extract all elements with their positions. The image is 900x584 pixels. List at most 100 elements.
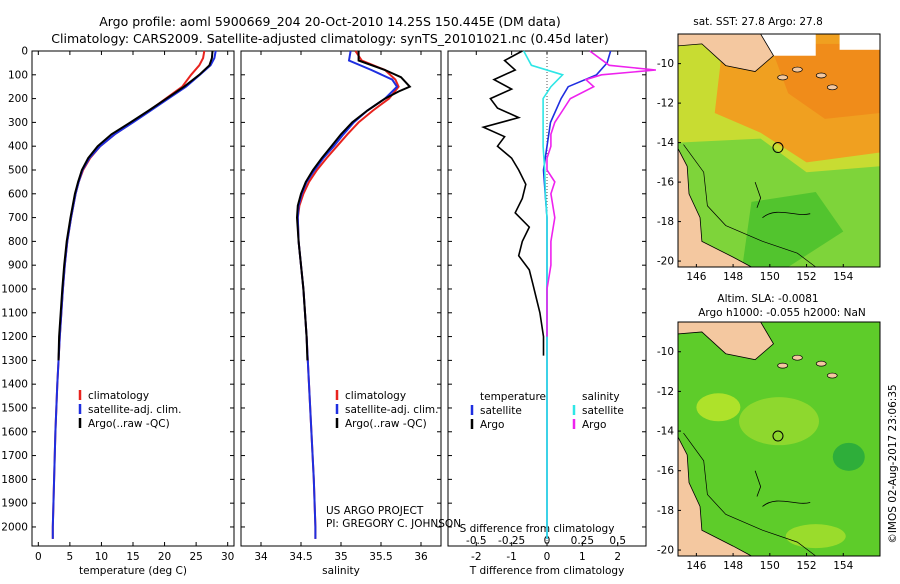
y-tick-label: 200 (8, 93, 28, 105)
difference-panel: -2 -1 0 1 2 T difference from climatology -0.5… (447, 50, 656, 577)
map-x-tick-label: 152 (797, 271, 817, 283)
map-y-tick-label: -10 (657, 346, 674, 358)
x-top-tick-label: -0.25 (498, 535, 525, 547)
x-tick-label: -1 (506, 551, 516, 563)
map-y-tick-label: -14 (657, 426, 674, 438)
high-sla-patch (785, 524, 846, 549)
y-tick-label: 500 (8, 164, 28, 176)
plot-frame (240, 50, 442, 547)
island (777, 362, 789, 369)
map-x-tick-label: 154 (833, 560, 853, 572)
x-tick-label: 36 (414, 551, 428, 563)
x-tick-label: -2 (471, 551, 481, 563)
island (777, 74, 789, 81)
argo-location-marker (772, 142, 784, 154)
island (826, 372, 838, 379)
x-axis-label: T difference from climatology (469, 565, 625, 577)
y-tick-label: 100 (8, 69, 28, 81)
series-line-2 (481, 50, 545, 356)
legend-label: climatology (345, 390, 406, 402)
y-tick-label: 1300 (1, 355, 28, 367)
x-axis-label: salinity (322, 565, 360, 577)
series-line-4 (546, 50, 656, 337)
project-credit: US ARGO PROJECT (326, 505, 424, 517)
series-line-3 (57, 50, 214, 361)
reef-contour (762, 500, 811, 507)
map-y-tick-label: -18 (657, 216, 674, 228)
x-top-axis-label: S difference from climatology (460, 523, 615, 535)
x-tick-label: 35.5 (369, 551, 392, 563)
map-x-tick-label: 150 (760, 560, 780, 572)
x-tick-label: 20 (158, 551, 171, 563)
legend-label: satellite (480, 405, 522, 417)
map-y-tick-label: -14 (657, 137, 674, 149)
imos-stamp: ©IMOS 02-Aug-2017 23:06:35 (887, 384, 899, 543)
y-tick-label: 900 (8, 260, 28, 272)
figure-title-line2: Climatology: CARS2009. Satellite-adjuste… (51, 31, 608, 46)
island (815, 72, 827, 79)
new-guinea-land (677, 33, 775, 72)
plot-frame (31, 50, 235, 547)
map-y-tick-label: -10 (657, 58, 674, 70)
legend-label: Argo (582, 419, 606, 431)
map-y-tick-label: -12 (657, 386, 674, 398)
y-tick-label: 2000 (1, 521, 28, 533)
y-tick-label: 600 (8, 188, 28, 200)
x-tick-label: 34.5 (289, 551, 312, 563)
legend-label: satellite-adj. clim. (88, 404, 181, 416)
sla-map-title-line2: Argo h1000: -0.055 h2000: NaN (698, 307, 866, 319)
legend-label: Argo (480, 419, 504, 431)
reef-contour (754, 181, 762, 208)
low-sla-patch (832, 442, 865, 471)
map-y-tick-label: -20 (657, 545, 674, 557)
map-x-tick-label: 148 (723, 560, 743, 572)
map-x-tick-label: 146 (686, 271, 706, 283)
map-x-tick-label: 150 (760, 271, 780, 283)
high-sla-patch (696, 393, 741, 422)
x-top-tick-label: -0.5 (466, 535, 487, 547)
legend-label: Argo(..raw -QC) (88, 418, 170, 430)
island (815, 360, 827, 367)
x-tick-label: 35 (334, 551, 347, 563)
island (792, 66, 803, 73)
legend-title-salinity: salinity (582, 391, 620, 403)
y-tick-label: 1600 (1, 426, 28, 438)
x-tick-label: 1 (579, 551, 586, 563)
reef-contour (762, 211, 811, 218)
y-tick-label: 1000 (1, 283, 28, 295)
x-top-tick-label: 0.25 (571, 535, 594, 547)
map-y-tick-label: -12 (657, 98, 674, 110)
warmest-sst-patch (769, 43, 880, 119)
series-line-3 (295, 51, 412, 361)
y-tick-label: 1400 (1, 379, 28, 391)
y-tick-label: 1900 (1, 498, 28, 510)
legend-label: satellite-adj. clim. (345, 404, 438, 416)
x-top-tick-label: 0.5 (609, 535, 626, 547)
map-frame (677, 321, 881, 557)
legend-label: climatology (88, 390, 149, 402)
y-tick-label: 800 (8, 236, 28, 248)
salinity-panel: 34 34.5 35 35.5 36 salinity climatology satelli… (240, 50, 442, 577)
map-y-tick-label: -18 (657, 505, 674, 517)
x-tick-label: 0 (544, 551, 551, 563)
sla-map: 146 148 150 152 154 -10 -12 -14 -16 -18 -20 (657, 321, 881, 572)
map-frame (677, 33, 881, 268)
y-tick-label: 1800 (1, 474, 28, 486)
high-sla-patch (739, 397, 819, 446)
missing-data-patch (839, 34, 880, 50)
y-tick-label: 1100 (1, 307, 28, 319)
series-line-3 (522, 50, 565, 539)
y-tick-label: 0 (21, 46, 28, 58)
sst-map: 146 148 150 152 154 -10 -12 -14 -16 -18 -20 (657, 33, 881, 283)
x-tick-label: 34 (254, 551, 268, 563)
map-x-tick-label: 152 (797, 560, 817, 572)
y-tick-label: 400 (8, 141, 28, 153)
argo-location-marker (772, 430, 784, 442)
y-tick-label: 700 (8, 212, 28, 224)
y-tick-label: 1700 (1, 450, 28, 462)
x-tick-label: 15 (126, 551, 139, 563)
island (792, 354, 803, 361)
x-tick-label: 10 (95, 551, 108, 563)
map-x-tick-label: 154 (833, 271, 853, 283)
